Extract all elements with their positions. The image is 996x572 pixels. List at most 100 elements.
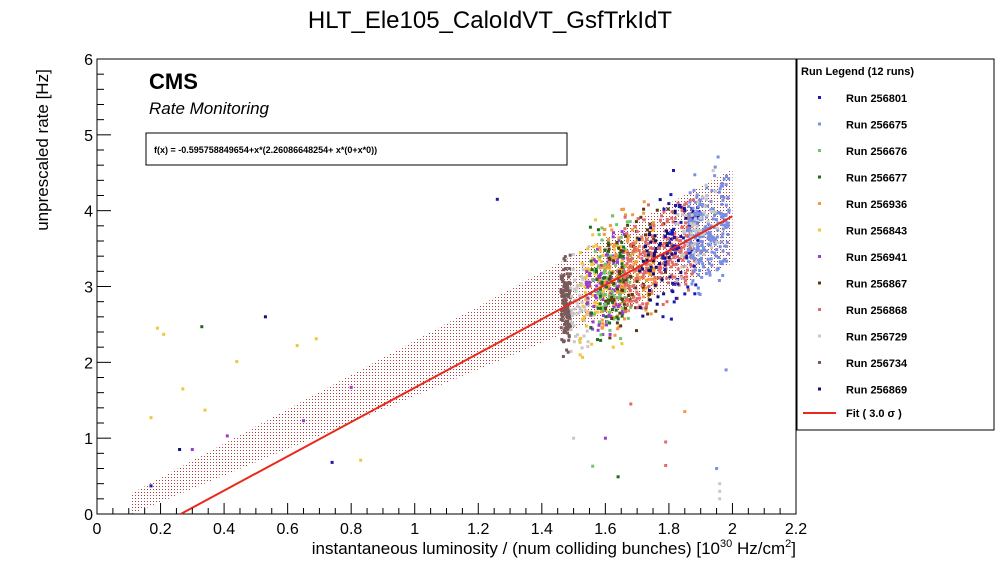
data-point bbox=[717, 211, 721, 214]
data-point bbox=[699, 249, 703, 253]
data-point bbox=[697, 230, 701, 234]
data-point bbox=[637, 277, 641, 281]
data-point bbox=[621, 299, 625, 303]
data-point bbox=[658, 276, 662, 280]
data-point bbox=[713, 174, 717, 178]
data-point bbox=[649, 265, 653, 269]
data-point bbox=[627, 287, 631, 291]
data-point bbox=[615, 244, 619, 248]
data-point bbox=[683, 292, 687, 296]
data-point bbox=[688, 223, 692, 227]
data-point bbox=[607, 285, 611, 289]
data-point bbox=[694, 220, 698, 224]
data-point bbox=[638, 306, 642, 310]
fit-band-area bbox=[131, 169, 733, 515]
data-point bbox=[691, 253, 695, 257]
data-point bbox=[617, 236, 621, 240]
data-point bbox=[713, 165, 717, 169]
data-point bbox=[682, 245, 686, 249]
data-point bbox=[688, 200, 692, 204]
data-point bbox=[632, 284, 636, 287]
data-point bbox=[658, 262, 661, 266]
data-point bbox=[653, 267, 656, 271]
data-point bbox=[702, 248, 706, 252]
data-point bbox=[704, 272, 708, 276]
data-point bbox=[574, 334, 578, 338]
data-point bbox=[606, 241, 610, 245]
data-point bbox=[616, 254, 620, 258]
data-point bbox=[657, 243, 661, 247]
data-point bbox=[601, 305, 605, 309]
data-point bbox=[604, 253, 608, 257]
data-point bbox=[642, 218, 646, 222]
data-point bbox=[620, 259, 624, 263]
x-tick-label: 1 bbox=[410, 521, 419, 538]
data-point bbox=[587, 284, 591, 288]
data-point bbox=[584, 276, 588, 280]
data-point bbox=[680, 254, 683, 258]
data-point bbox=[711, 207, 715, 211]
data-point bbox=[618, 293, 622, 297]
data-point bbox=[609, 314, 613, 318]
legend-marker bbox=[818, 361, 821, 364]
data-point bbox=[586, 296, 590, 300]
data-point bbox=[622, 207, 625, 211]
data-point bbox=[708, 243, 712, 247]
legend-entry-label: Run 256867 bbox=[846, 279, 907, 291]
data-point bbox=[563, 255, 567, 259]
data-point bbox=[583, 309, 587, 313]
data-point bbox=[709, 199, 713, 203]
data-point bbox=[573, 278, 577, 282]
data-point bbox=[622, 232, 626, 236]
data-point bbox=[571, 313, 574, 317]
data-point bbox=[640, 235, 644, 239]
data-point bbox=[644, 269, 647, 273]
data-point bbox=[569, 286, 573, 290]
data-point bbox=[598, 296, 602, 300]
x-axis-label-text: instantaneous luminosity / (num collidin… bbox=[312, 539, 720, 558]
data-point bbox=[700, 232, 704, 236]
data-point bbox=[633, 279, 637, 283]
data-point bbox=[619, 324, 623, 328]
data-point bbox=[671, 237, 675, 241]
data-point bbox=[720, 181, 724, 185]
data-point bbox=[615, 285, 619, 289]
data-point bbox=[603, 276, 607, 280]
data-point bbox=[596, 255, 600, 259]
data-point bbox=[698, 198, 702, 202]
data-point bbox=[706, 226, 710, 230]
data-point bbox=[646, 233, 650, 237]
data-point bbox=[622, 265, 626, 269]
data-point bbox=[615, 321, 619, 325]
data-point bbox=[701, 262, 705, 266]
data-point bbox=[724, 183, 728, 186]
data-point bbox=[594, 218, 597, 222]
data-point bbox=[566, 283, 569, 287]
data-point bbox=[608, 224, 612, 228]
data-point bbox=[669, 265, 673, 269]
data-point bbox=[603, 269, 607, 273]
data-point bbox=[711, 237, 715, 241]
data-point bbox=[605, 285, 609, 289]
data-point bbox=[670, 260, 674, 264]
data-point bbox=[671, 245, 675, 249]
data-point bbox=[681, 213, 684, 217]
data-point bbox=[676, 259, 680, 263]
data-point bbox=[679, 246, 683, 250]
data-point bbox=[686, 285, 690, 289]
data-point bbox=[652, 237, 656, 241]
data-point bbox=[691, 255, 695, 259]
legend-entry-label: Run 256676 bbox=[846, 146, 907, 158]
data-point bbox=[569, 349, 573, 353]
data-point bbox=[679, 274, 683, 278]
data-point bbox=[626, 252, 630, 256]
data-point bbox=[706, 242, 710, 246]
data-point bbox=[598, 249, 602, 253]
data-point bbox=[564, 289, 568, 293]
data-point bbox=[612, 259, 616, 263]
data-point bbox=[633, 245, 636, 249]
data-point bbox=[604, 278, 608, 282]
data-point bbox=[597, 274, 601, 278]
data-point bbox=[684, 282, 688, 286]
data-point bbox=[692, 198, 695, 202]
